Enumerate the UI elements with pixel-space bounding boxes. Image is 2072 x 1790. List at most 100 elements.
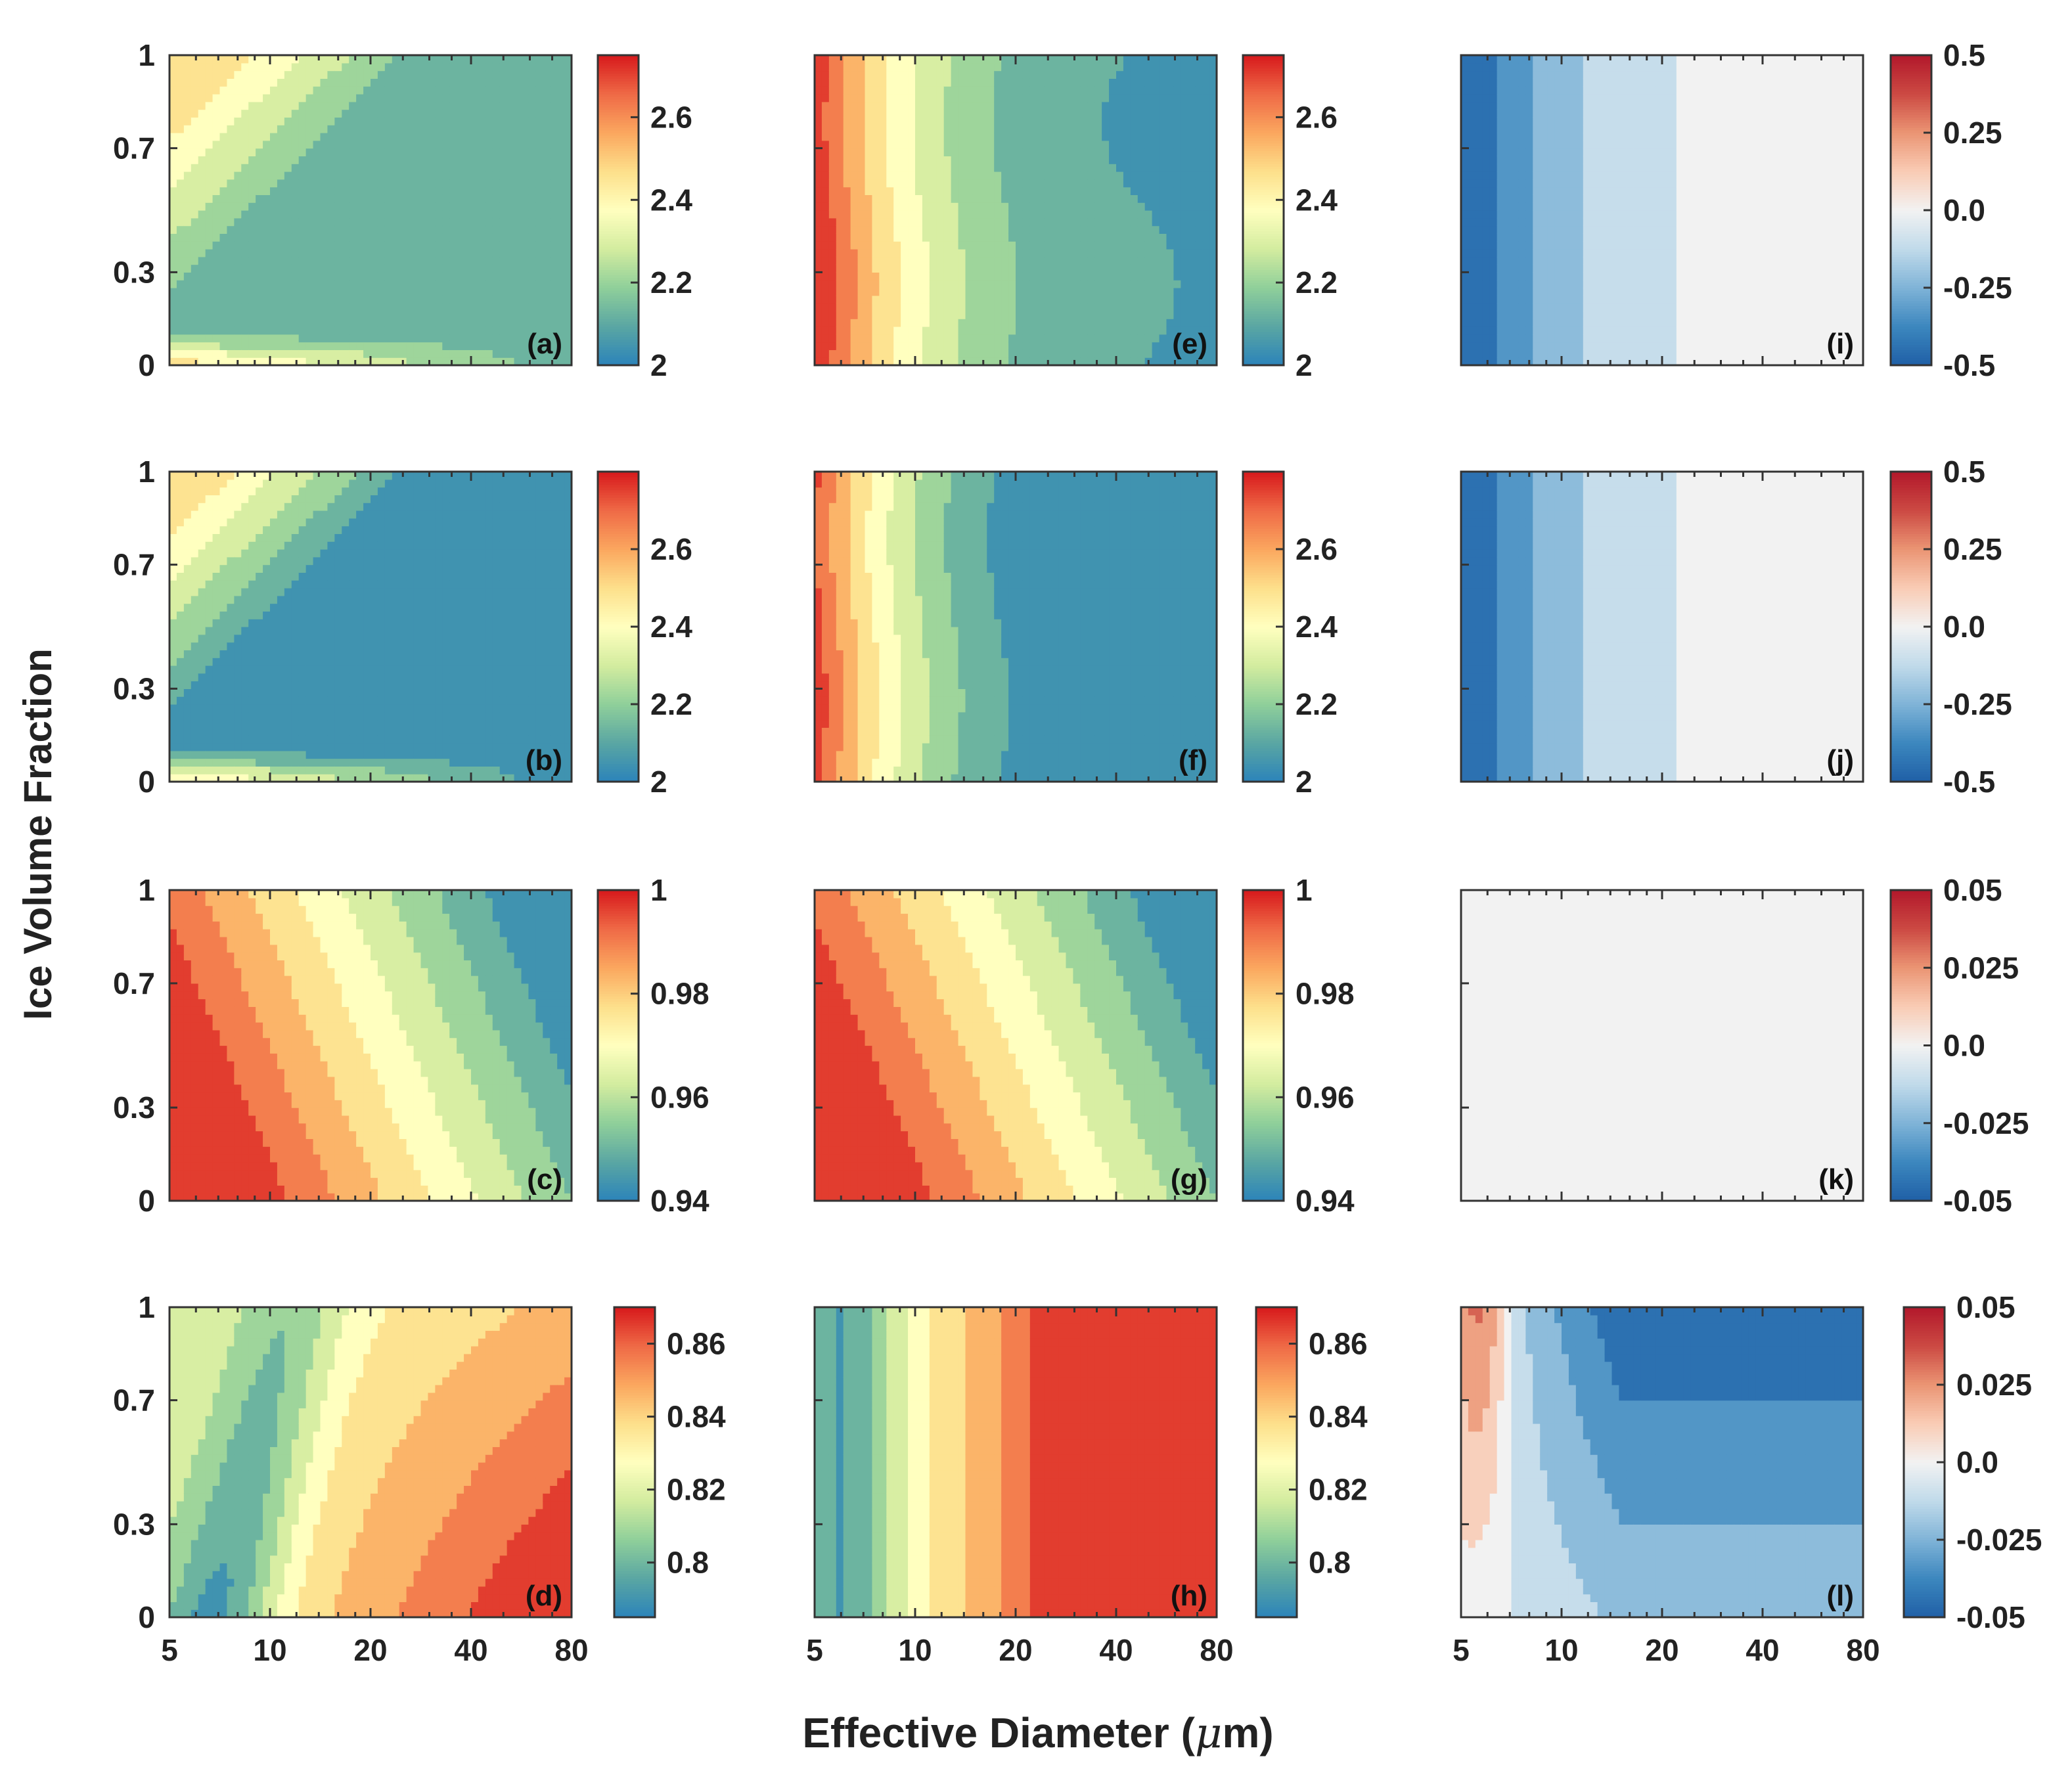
- heatmap-cell: [413, 179, 422, 188]
- heatmap-cell: [406, 743, 415, 751]
- heatmap-cell: [392, 288, 400, 296]
- heatmap-cell: [420, 109, 429, 118]
- heatmap-cell: [535, 696, 543, 705]
- heatmap-cell: [442, 658, 450, 666]
- heatmap-cell: [564, 249, 572, 257]
- heatmap-cell: [371, 642, 378, 650]
- heatmap-cell: [521, 249, 529, 257]
- heatmap-cell: [528, 357, 536, 366]
- heatmap-cell: [457, 179, 464, 188]
- heatmap-cell: [528, 156, 536, 164]
- heatmap-cell: [528, 342, 536, 350]
- heatmap-cell: [342, 549, 349, 558]
- heatmap-cell: [521, 696, 529, 705]
- heatmap-cell: [557, 526, 565, 534]
- heatmap-cell: [435, 727, 443, 736]
- heatmap-cell: [327, 225, 335, 234]
- heatmap-cell: [371, 588, 378, 596]
- heatmap-cell: [399, 766, 407, 774]
- heatmap-cell: [305, 109, 314, 118]
- heatmap-cell: [219, 564, 228, 573]
- heatmap-cell: [535, 86, 543, 95]
- heatmap-cell: [227, 658, 235, 666]
- heatmap-cell: [442, 156, 450, 164]
- heatmap-cell: [334, 117, 342, 125]
- heatmap-cell: [191, 342, 199, 350]
- heatmap-cell: [263, 727, 271, 736]
- heatmap-cell: [248, 280, 256, 288]
- heatmap-cell: [205, 94, 214, 102]
- heatmap-cell: [277, 704, 285, 713]
- heatmap-cell: [399, 241, 407, 250]
- heatmap-cell: [428, 55, 436, 64]
- colorbar-segment: [598, 89, 639, 92]
- heatmap-cell: [528, 311, 536, 319]
- heatmap-cell: [564, 109, 572, 118]
- heatmap-cell: [270, 179, 278, 188]
- heatmap-cell: [428, 210, 436, 219]
- heatmap-cell: [313, 225, 321, 234]
- heatmap-cell: [219, 280, 228, 288]
- heatmap-cell: [183, 711, 192, 721]
- heatmap-cell: [392, 272, 400, 280]
- heatmap-cell: [384, 549, 393, 558]
- heatmap-cell: [406, 727, 415, 736]
- colorbar-segment: [598, 328, 639, 332]
- heatmap-cell: [435, 280, 443, 288]
- heatmap-cell: [449, 766, 457, 774]
- heatmap-cell: [492, 541, 501, 550]
- heatmap-cell: [514, 349, 522, 358]
- heatmap-cell: [342, 510, 349, 519]
- heatmap-cell: [464, 264, 472, 273]
- heatmap-cell: [334, 94, 342, 102]
- heatmap-cell: [298, 217, 307, 227]
- heatmap-cell: [349, 495, 357, 503]
- heatmap-cell: [356, 303, 364, 311]
- heatmap-cell: [169, 1045, 177, 1054]
- heatmap-cell: [499, 541, 508, 550]
- heatmap-cell: [277, 70, 285, 79]
- heatmap-cell: [485, 311, 493, 319]
- heatmap-cell: [363, 303, 371, 311]
- heatmap-cell: [435, 766, 443, 774]
- heatmap-cell: [219, 78, 228, 87]
- heatmap-cell: [313, 117, 321, 125]
- heatmap-cell: [356, 627, 364, 635]
- heatmap-cell: [471, 503, 479, 511]
- heatmap-cell: [227, 556, 235, 566]
- heatmap-cell: [371, 217, 378, 227]
- heatmap-cell: [377, 86, 386, 95]
- heatmap-cell: [363, 627, 371, 635]
- heatmap-cell: [377, 704, 386, 713]
- heatmap-cell: [377, 101, 386, 110]
- heatmap-cell: [449, 556, 457, 566]
- heatmap-cell: [564, 187, 572, 195]
- heatmap-cell: [420, 711, 429, 721]
- heatmap-cell: [327, 634, 335, 643]
- heatmap-cell: [219, 62, 228, 72]
- heatmap-cell: [320, 487, 328, 495]
- heatmap-cell: [428, 619, 436, 627]
- heatmap-cell: [363, 681, 371, 689]
- heatmap-cell: [528, 117, 536, 125]
- heatmap-cell: [169, 133, 177, 141]
- heatmap-cell: [384, 295, 393, 304]
- heatmap-cell: [464, 55, 472, 64]
- heatmap-cell: [507, 86, 515, 95]
- heatmap-cell: [263, 133, 271, 141]
- heatmap-cell: [535, 295, 543, 304]
- heatmap-cell: [205, 264, 214, 273]
- colorbar-segment: [598, 112, 639, 116]
- heatmap-cell: [176, 541, 185, 550]
- heatmap-cell: [535, 611, 543, 619]
- heatmap-cell: [478, 681, 486, 689]
- heatmap-cell: [399, 564, 407, 573]
- heatmap-cell: [514, 225, 522, 234]
- heatmap-cell: [349, 487, 357, 495]
- heatmap-cell: [435, 210, 443, 219]
- colorbar-segment: [598, 65, 639, 69]
- heatmap-cell: [349, 187, 357, 195]
- heatmap-cell: [564, 503, 572, 511]
- heatmap-cell: [327, 249, 335, 257]
- heatmap-cell: [449, 750, 457, 759]
